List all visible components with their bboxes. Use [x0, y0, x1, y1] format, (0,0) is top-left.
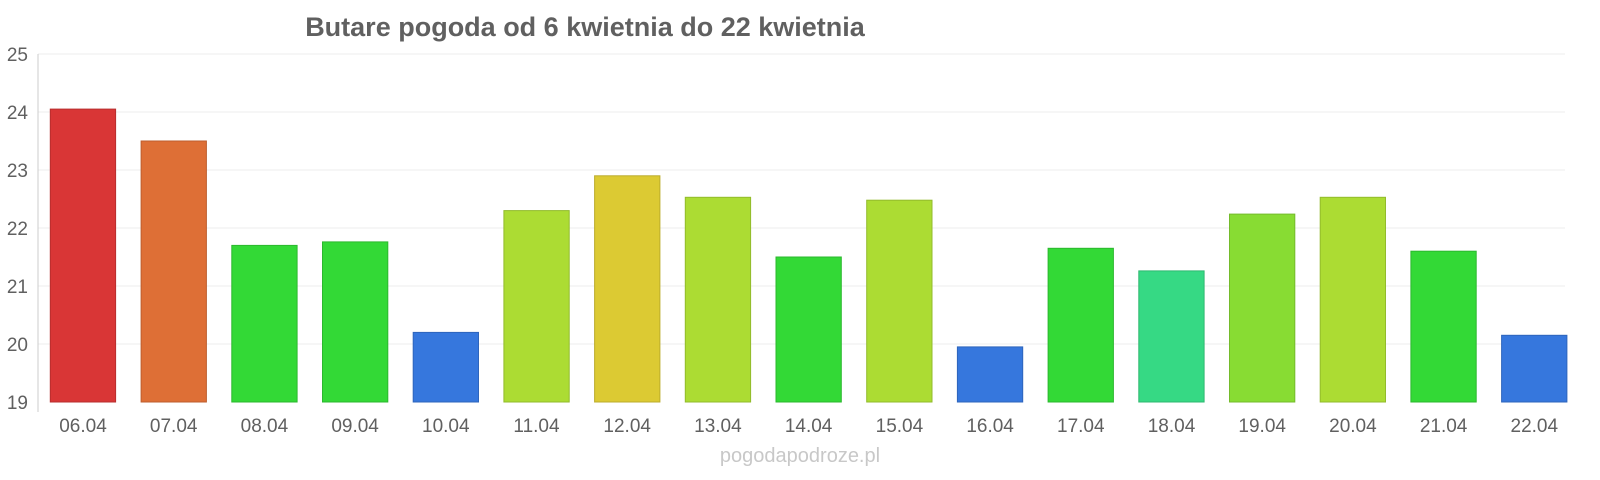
- bar-22.04: [1501, 334, 1568, 403]
- bars: [49, 108, 1568, 403]
- x-tick-label: 22.04: [1511, 416, 1559, 437]
- bar-15.04: [866, 199, 933, 403]
- y-tick-label: 20: [7, 335, 28, 356]
- bar-19.04: [1229, 213, 1296, 403]
- bar-20.04: [1319, 196, 1386, 403]
- x-tick-label: 16.04: [966, 416, 1014, 437]
- bar-09.04: [322, 241, 389, 403]
- bar-13.04: [684, 196, 752, 403]
- x-tick-label: 12.04: [603, 416, 651, 437]
- x-tick-label: 17.04: [1057, 416, 1105, 437]
- x-tick-label: 10.04: [422, 416, 470, 437]
- bar-14.04: [775, 256, 842, 403]
- y-tick-label: 21: [7, 277, 28, 298]
- x-tick-label: 19.04: [1238, 416, 1286, 437]
- x-tick-label: 08.04: [241, 416, 289, 437]
- y-tick-label: 25: [7, 45, 28, 66]
- x-tick-label: 11.04: [513, 416, 560, 437]
- x-tick-label: 09.04: [331, 416, 379, 437]
- y-axis-ticks: 19 20 21 22 23 24 25: [7, 45, 29, 414]
- bar-08.04: [231, 244, 298, 403]
- x-tick-label: 15.04: [876, 416, 924, 437]
- x-tick-label: 14.04: [785, 416, 833, 437]
- bar-12.04: [594, 175, 661, 403]
- y-tick-label: 23: [7, 161, 28, 182]
- bar-16.04: [956, 346, 1024, 403]
- bar-17.04: [1047, 247, 1114, 403]
- watermark-text: pogodapodroze.pl: [720, 445, 880, 467]
- bar-10.04: [412, 331, 480, 403]
- bar-06.04: [49, 108, 117, 403]
- x-tick-label: 07.04: [150, 416, 198, 437]
- x-tick-label: 21.04: [1420, 416, 1468, 437]
- bar-11.04: [503, 210, 570, 403]
- bar-07.04: [140, 140, 207, 403]
- x-axis-ticks: 06.04 07.04 08.04 09.04 10.04 11.04 12.04 13.04…: [59, 416, 1558, 437]
- bar-21.04: [1410, 250, 1477, 403]
- x-tick-label: 06.04: [59, 416, 107, 437]
- x-tick-label: 18.04: [1148, 416, 1196, 437]
- x-tick-label: 20.04: [1329, 416, 1377, 437]
- y-tick-label: 19: [7, 393, 28, 414]
- x-tick-label: 13.04: [694, 416, 742, 437]
- chart-title: Butare pogoda od 6 kwietnia do 22 kwietn…: [305, 12, 866, 42]
- y-tick-label: 24: [7, 103, 29, 124]
- y-tick-label: 22: [7, 219, 28, 240]
- bar-18.04: [1138, 270, 1205, 403]
